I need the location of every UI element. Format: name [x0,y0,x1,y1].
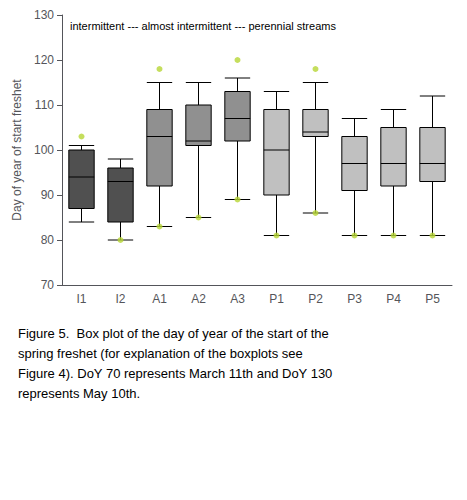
svg-text:A3: A3 [230,292,245,306]
svg-text:intermittent --- almost interm: intermittent --- almost intermittent ---… [70,20,336,32]
svg-text:P4: P4 [386,292,401,306]
svg-text:P3: P3 [347,292,362,306]
svg-text:Day of year of start freshet: Day of year of start freshet [10,79,24,221]
svg-text:I1: I1 [76,292,86,306]
svg-text:100: 100 [34,143,54,157]
svg-text:P1: P1 [269,292,284,306]
svg-text:120: 120 [34,53,54,67]
svg-text:P2: P2 [308,292,323,306]
svg-text:spring freshet (for explanatio: spring freshet (for explanation of the b… [18,346,303,361]
svg-text:130: 130 [34,8,54,22]
svg-text:Figure 5. Box plot of the day: Figure 5. Box plot of the day of year of… [18,326,329,341]
svg-text:70: 70 [41,278,55,292]
svg-text:P5: P5 [425,292,440,306]
svg-text:110: 110 [35,98,54,112]
svg-text:I2: I2 [115,292,125,306]
svg-text:90: 90 [41,188,55,202]
svg-text:A1: A1 [152,292,167,306]
svg-text:80: 80 [41,233,55,247]
svg-text:represents May 10th.: represents May 10th. [18,386,140,401]
svg-text:Figure 4). DoY 70 represents M: Figure 4). DoY 70 represents March 11th … [18,366,332,381]
svg-text:A2: A2 [191,292,206,306]
